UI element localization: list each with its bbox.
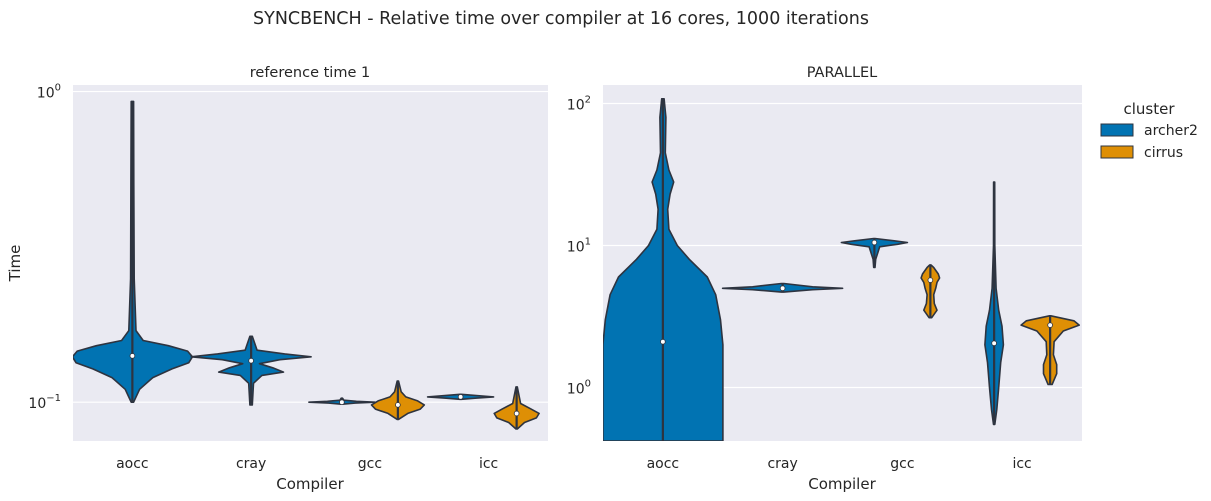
panel-right-xlabel: Compiler (808, 475, 876, 493)
panel-right-violins (603, 98, 1080, 441)
ytick-exponent: 0 (55, 83, 61, 94)
ytick-exponent: 1 (585, 237, 591, 248)
ytick-label: 101 (567, 237, 591, 256)
median-archer2-gcc (339, 399, 345, 405)
median-archer2-icc (991, 340, 997, 347)
median-archer2-aocc (129, 353, 136, 359)
ytick-exponent: 0 (585, 379, 591, 390)
median-cirrus-icc (1047, 322, 1053, 328)
ytick-label: 100 (567, 379, 591, 398)
median-cirrus-gcc (927, 277, 934, 283)
ytick-base: 10 (567, 98, 585, 114)
panel-left-ylabel: Time (6, 245, 24, 283)
ytick-exponent: −1 (46, 393, 61, 404)
legend-title: cluster (1123, 100, 1175, 118)
legend-swatch-cirrus (1100, 145, 1134, 159)
ytick-exponent: 2 (585, 95, 591, 106)
median-archer2-icc (457, 394, 464, 400)
ytick-base: 10 (567, 240, 585, 256)
panel-left-title: reference time 1 (250, 65, 370, 81)
xtick-label-cray: cray (767, 456, 797, 472)
xtick-label-aocc: aocc (647, 456, 680, 472)
xtick-label-icc: icc (1012, 456, 1031, 472)
xtick-label-gcc: gcc (890, 456, 914, 472)
panel-left-xlabel: Compiler (276, 475, 344, 493)
legend-label-cirrus: cirrus (1144, 145, 1183, 161)
ytick-base: 10 (37, 86, 55, 102)
xtick-label-aocc: aocc (116, 456, 149, 472)
ytick-label: 102 (567, 95, 591, 114)
ytick-base: 10 (567, 382, 585, 398)
median-cirrus-gcc (395, 402, 401, 408)
legend: cluster archer2 cirrus (1100, 100, 1198, 161)
ytick-label: 10−1 (28, 393, 61, 412)
panel-left-violins (73, 100, 540, 430)
ytick-base: 10 (28, 396, 46, 412)
median-archer2-cray (248, 357, 254, 364)
panel-left-background (73, 85, 548, 441)
ytick-label: 100 (37, 83, 61, 102)
suptitle: SYNCBENCH - Relative time over compiler … (253, 9, 869, 29)
xtick-label-gcc: gcc (358, 456, 382, 472)
median-archer2-gcc (871, 239, 878, 246)
panel-right-title: PARALLEL (807, 65, 878, 81)
legend-label-archer2: archer2 (1144, 123, 1198, 139)
median-archer2-aocc (660, 338, 666, 345)
xtick-label-cray: cray (236, 456, 266, 472)
median-cirrus-icc (513, 410, 520, 417)
median-archer2-cray (779, 285, 786, 292)
xtick-label-icc: icc (479, 456, 498, 472)
legend-swatch-archer2 (1100, 123, 1134, 137)
